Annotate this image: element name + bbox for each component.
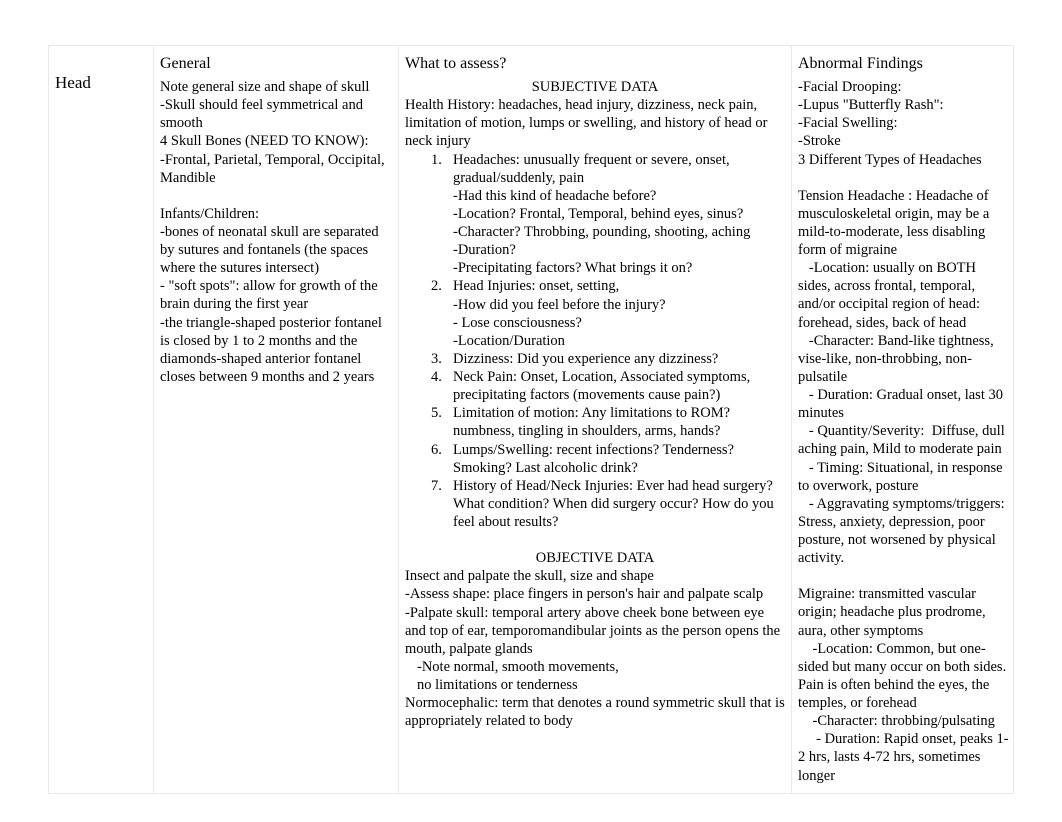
list-content: Lumps/Swelling: recent infections? Tende… [453,441,785,477]
list-content: Neck Pain: Onset, Location, Associated s… [453,368,785,404]
migraine-detail: -Location: Common, but one-sided but man… [798,640,1011,713]
assess-list-item: 1.Headaches: unusually frequent or sever… [431,151,785,278]
list-line: -Location/Duration [453,332,785,350]
list-number: 5. [431,404,453,440]
list-content: Headaches: unusually frequent or severe,… [453,151,785,278]
list-line: Lumps/Swelling: recent infections? Tende… [453,441,785,477]
list-line: Neck Pain: Onset, Location, Associated s… [453,368,785,404]
list-number: 3. [431,350,453,368]
list-line: Limitation of motion: Any limitations to… [453,404,785,440]
general-header: General [160,54,392,74]
migraine-title: Migraine: transmitted vascular origin; h… [798,585,1011,639]
abnormal-text: -Stroke [798,132,1011,150]
assess-list-item: 3.Dizziness: Did you experience any dizz… [431,350,785,368]
assess-list-item: 4.Neck Pain: Onset, Location, Associated… [431,368,785,404]
tension-detail: -Location: usually on BOTH sides, across… [798,259,1011,332]
general-text: Note general size and shape of skull [160,78,392,96]
obj-text: -Assess shape: place fingers in person's… [405,585,785,603]
general-text: - "soft spots": allow for growth of the … [160,277,392,313]
list-number: 6. [431,441,453,477]
list-number: 2. [431,277,453,350]
list-content: Head Injuries: onset, setting,-How did y… [453,277,785,350]
assess-list-item: 6.Lumps/Swelling: recent infections? Ten… [431,441,785,477]
list-line: -How did you feel before the injury? [453,296,785,314]
tension-detail: - Timing: Situational, in response to ov… [798,459,1011,495]
obj-text: Insect and palpate the skull, size and s… [405,567,785,585]
general-text: -bones of neonatal skull are separated b… [160,223,392,277]
list-line: - Lose consciousness? [453,314,785,332]
abnormal-column: Abnormal Findings -Facial Drooping: -Lup… [792,46,1017,793]
general-column: General Note general size and shape of s… [154,46,399,793]
general-text: Infants/Children: [160,205,392,223]
assessment-table: Head General Note general size and shape… [48,45,1014,794]
migraine-detail: - Duration: Rapid onset, peaks 1-2 hrs, … [798,730,1011,784]
general-text: -Skull should feel symmetrical and smoot… [160,96,392,132]
obj-text: no limitations or tenderness [417,676,785,694]
migraine-detail: -Character: throbbing/pulsating [798,712,1011,730]
list-content: History of Head/Neck Injuries: Ever had … [453,477,785,531]
list-number: 4. [431,368,453,404]
list-content: Dizziness: Did you experience any dizzin… [453,350,785,368]
list-line: -Character? Throbbing, pounding, shootin… [453,223,785,241]
assess-list: 1.Headaches: unusually frequent or sever… [405,151,785,532]
abnormal-text: 3 Different Types of Headaches [798,151,1011,169]
list-line: -Precipitating factors? What brings it o… [453,259,785,277]
abnormal-text: -Lupus "Butterfly Rash": [798,96,1011,114]
list-line: Headaches: unusually frequent or severe,… [453,151,785,187]
abnormal-text: -Facial Drooping: [798,78,1011,96]
assess-header: What to assess? [405,54,785,74]
objective-title: OBJECTIVE DATA [405,549,785,567]
general-text: 4 Skull Bones (NEED TO KNOW): [160,132,392,150]
list-number: 1. [431,151,453,278]
list-line: History of Head/Neck Injuries: Ever had … [453,477,785,531]
obj-text: -Palpate skull: temporal artery above ch… [405,604,785,658]
general-text: -Frontal, Parietal, Temporal, Occipital,… [160,151,392,187]
list-line: -Duration? [453,241,785,259]
list-number: 7. [431,477,453,531]
assess-list-item: 7.History of Head/Neck Injuries: Ever ha… [431,477,785,531]
tension-title: Tension Headache : Headache of musculosk… [798,187,1011,260]
obj-text: Normocephalic: term that denotes a round… [405,694,785,730]
assess-intro: Health History: headaches, head injury, … [405,96,785,150]
list-line: -Location? Frontal, Temporal, behind eye… [453,205,785,223]
list-line: Dizziness: Did you experience any dizzin… [453,350,785,368]
subjective-title: SUBJECTIVE DATA [405,78,785,96]
row-header-column: Head [49,46,154,793]
tension-detail: - Duration: Gradual onset, last 30 minut… [798,386,1011,422]
row-title-head: Head [55,72,147,93]
abnormal-text: -Facial Swelling: [798,114,1011,132]
tension-detail: - Quantity/Severity: Diffuse, dull achin… [798,422,1011,458]
general-text: -the triangle-shaped posterior fontanel … [160,314,392,387]
list-line: Head Injuries: onset, setting, [453,277,785,295]
tension-detail: - Aggravating symptoms/triggers: Stress,… [798,495,1011,568]
assess-list-item: 2.Head Injuries: onset, setting,-How did… [431,277,785,350]
tension-detail: -Character: Band-like tightness, vise-li… [798,332,1011,386]
assess-column: What to assess? SUBJECTIVE DATA Health H… [399,46,792,793]
assess-list-item: 5.Limitation of motion: Any limitations … [431,404,785,440]
abnormal-header: Abnormal Findings [798,54,1011,74]
list-line: -Had this kind of headache before? [453,187,785,205]
obj-text: -Note normal, smooth movements, [417,658,785,676]
list-content: Limitation of motion: Any limitations to… [453,404,785,440]
